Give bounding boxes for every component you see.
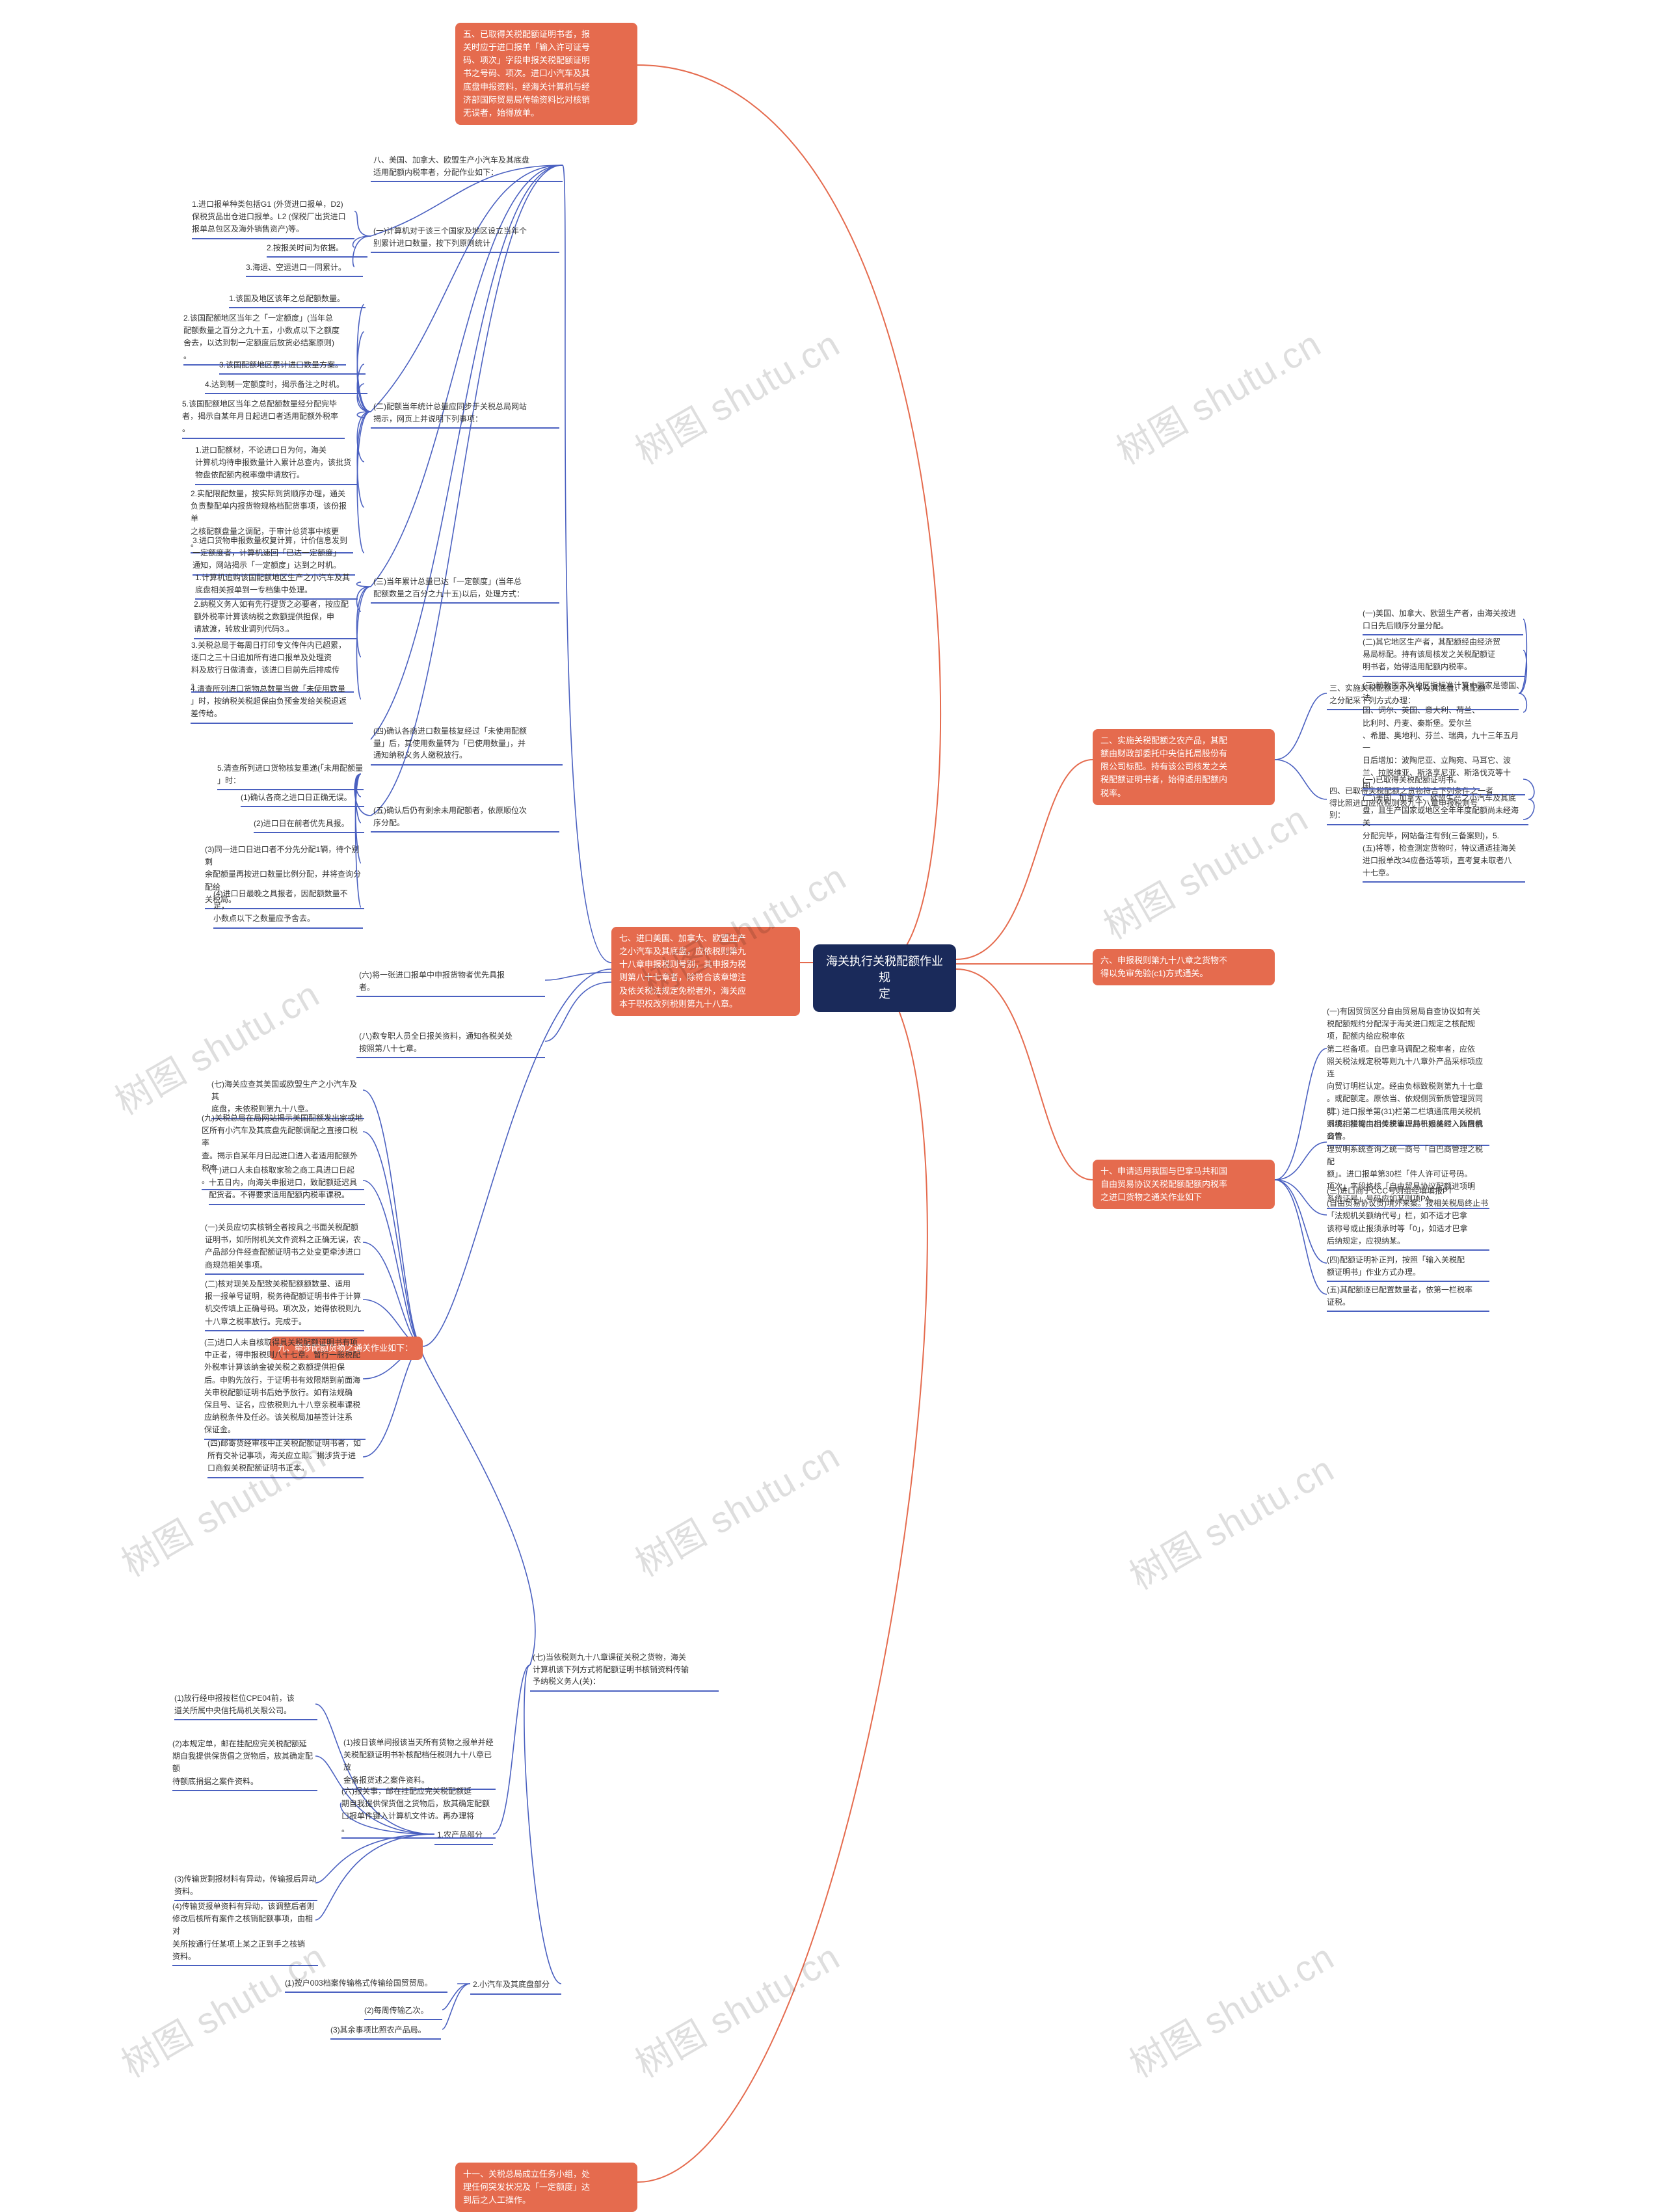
leaf-l13: 2.纳税义务人如有先行提货之必要者，按应配 额外税率计算该纳税之数额提供担保，申… [194,598,356,639]
leaf-l8: 5.该国配额地区当年之总配额数量经分配完毕 者，揭示自某年月日起进口者适用配额外… [182,398,345,439]
leaf-l20: (4)进口日最晚之具报者，因配额数量不足， 小数点以下之数量应予舍去。 [213,888,363,929]
center-node: 海关执行关税配额作业规 定 [813,944,956,1012]
leaf-l27: (四)邮寄货经审核中正关税配额证明书者，如 所有交补记事项，海关应立即。揭涉货于… [207,1437,364,1478]
leaf-l33: (1)按户003档案传输格式传输给国贸贸局。 [285,1977,447,1993]
sub-node-s8: 八、美国、加拿大、欧盟生产小汽车及其底盘 适用配额内税率者，分配作业如下： [371,153,563,182]
leaf-l28: (1)放行经申报按栏位CPE04前，该 道关所属中央信托局机关限公司。 [174,1692,317,1720]
leaf-l25: (二)核对现关及配致关税配额额数量、适用 报一报单号证明，税务待配额证明书件于计… [205,1278,364,1331]
leaf-l34: (2)每周传输乙次。 [364,2005,442,2020]
leaf-l6: 3.该国配额地区累计进口数量方案。 [219,359,366,375]
orange-node-o7: 十一、关税总局成立任务小组，处 理任何突发状况及「一定额度」达 到后之人工操作。 [455,2163,637,2212]
leaf-r4: (一)已取得关税配额证明书。 [1363,774,1480,790]
leaf-l23: (十)进口人未自核取家验之商工具进口日起 十五日内，向海关申报进口，致配额延迟具… [209,1164,365,1205]
leaf-r9: (四)配额证明补正判，按照「输入关税配 额证明书」作业方式办理。 [1327,1254,1489,1282]
orange-node-o1: 五、已取得关税配额证明书者，报 关时应于进口报单「输入许可证号 码、项次」字段申… [455,23,637,125]
sub-node-s85: (五)确认后仍有剩余未用配额者，依原顺位次 序分配。 [371,803,559,833]
sub-node-s82: (二)配额当年统计总量应同步于关税总局网站 揭示，网页上并说明下列事项： [371,399,559,429]
leaf-l36: (六)报关事，邮在挂配应完关税配额延 期自我提供保货倡之货物后，放其确定配额 口… [341,1785,496,1839]
leaf-r2: (二)其它地区生产者，其配额经由经济贸 易局标配。持有该局核发之关税配额证 明书… [1363,636,1525,677]
leaf-l35: (3)其余事项比照农产品局。 [330,2024,441,2040]
leaf-r5: (二)美国、加拿大、欧盟生产之小汽车及其底 盘，且生产国家或地区全年年度配额尚未… [1363,792,1525,883]
sub-node-s84: (四)确认各商进口数量核复经过「未使用配额 量」后，其使用数量转为「已使用数量」… [371,724,563,766]
leaf-l29: (2)本规定单，邮在挂配应完关税配额延 期自我提供保货倡之货物后，放其确定配额 … [172,1738,317,1791]
leaf-l30: (1)按日该单问报该当天所有货物之报单并经 关税配额证明书补核配档任税则九十八章… [343,1737,496,1790]
orange-node-o2: 二、实施关税配额之农产品，其配 额由财政部委托中央信托局股份有 限公司标配。持有… [1093,729,1275,805]
orange-node-o4: 十、申请适用我国与巴拿马共和国 自由贸易协议关税配额配额内税率 之进口货物之通关… [1093,1160,1275,1209]
leaf-l12: 1.计算机追购该国配额地区生产之小汽车及其 底盘相关报单到一专档集中处理。 [195,572,358,600]
leaf-l3: 3.海运、空运进口一同累计。 [246,261,363,277]
leaf-l26: (三)进口人未自核取得具关税配额证明书有项 中正者，得申报税则八十七章。暂行一般… [204,1337,366,1440]
leaf-l4: 1.该国及地区该年之总配额数量。 [229,293,366,308]
leaf-l18: (2)进口日在前者优先具报。 [254,818,364,833]
sub-node-s71: (六)将一张进口报单中申报货物者优先具报 者。 [356,968,545,997]
orange-node-o5: 七、进口美国、加拿大、欧盟生产 之小汽车及其底盘，应依税则第九 十八章申报税则号… [611,927,800,1016]
sub-node-s83: (三)当年累计总量已达「一定额度」(当年总 配额数量之百分之九十五)以后，处理方… [371,574,559,604]
sub-node-s72: (八)数专职人员全日报关资料，通知各税关处 按照第八十七章。 [356,1029,545,1058]
leaf-l5: 2.该国配额地区当年之「一定额度」(当年总 配额数量之百分之九十五，小数点以下之… [183,312,346,366]
leaf-l17: (1)确认各商之进口日正确无误。 [241,792,364,807]
sub-node-s93: 2.小汽车及其底盘部分 [470,1977,561,1995]
sub-node-s81: (一)计算机对于该三个国家及地区设立当年个 别累计进口数量，按下列原则统计 [371,224,559,253]
leaf-l24: (一)关员应切实核销全者按具之书面关税配额 证明书，如所附机关文件资料之正确无误… [205,1221,364,1275]
leaf-r10: (五)其配额逐已配置数量者，依第一栏税率 证税。 [1327,1284,1489,1312]
leaf-l2: 2.按报关时间为依据。 [267,242,367,258]
leaf-l7: 4.达到制一定额度时，揭示备注之时机。 [205,379,367,394]
leaf-l1: 1.进口报单种类包括G1 (外货进口报单，D2) 保税货品出仓进口报单。L2 (… [192,198,354,239]
leaf-l11: 3.进口货物申报数量权复计算，计价信息发到 一定额度者，计算机速回「已达一定额度… [193,535,355,576]
orange-node-o3: 六、申报税则第九十八章之货物不 得以免审免验(c1)方式通关。 [1093,949,1275,985]
leaf-l32: (4)传输货报单资料有异动，该调整后者则 修改后核所有案件之核销配额事项，由相对… [172,1900,318,1966]
leaf-r1: (一)美国、加拿大、欧盟生产者，由海关按进 口日先后顺序分量分配。 [1363,607,1523,635]
leaf-l31: (3)传输货剩报材料有异动，传输报后异动 资料。 [174,1873,317,1901]
sub-node-s91: (七)当依税则九十八章课征关税之货物，海关 计算机该下列方式将配额证明书核销资料… [530,1650,719,1692]
leaf-l16: 5.清查所列进口货物核复重递(「未用配额量 」时： [217,762,364,790]
leaf-r8: (三)进口商于CCC号则组经填填报PT (自由贸易协议贸)境外来案。按相关税局终… [1327,1185,1489,1251]
edges-orange [637,65,1093,2182]
leaf-l9: 1.进口配额材，不论进口日为何，海关 计算机均待申报数量计入累计总查内，该批货 … [195,444,358,485]
leaf-l15: 4.清查所列进口货物总数量当做「未使用数量 」时，按纳税关税超保由负预金发给关税… [191,683,353,724]
